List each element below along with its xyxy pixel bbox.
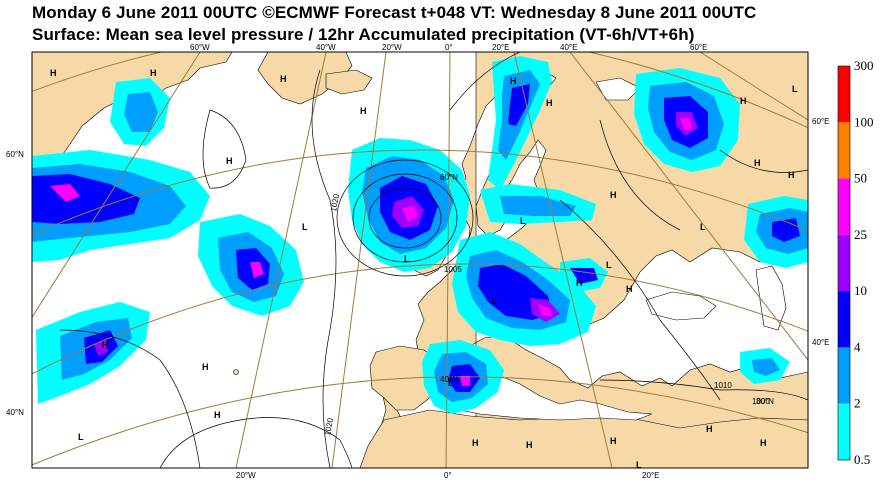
lat-label: 60°E bbox=[812, 117, 829, 126]
meridian-0 bbox=[445, 52, 451, 468]
right-latitude-labels: 60°E 40°E bbox=[812, 117, 829, 347]
lat-circle-40n bbox=[32, 263, 808, 375]
center-mark: H bbox=[102, 340, 109, 350]
title-line-2: Surface: Mean sea level pressure / 12hr … bbox=[32, 25, 695, 44]
center-mark: H bbox=[740, 96, 747, 106]
isobar-labels: 1020 1020 1005 1010 1000 bbox=[323, 193, 770, 437]
meridian-20w bbox=[331, 52, 387, 468]
lon-label: 60°W bbox=[190, 43, 210, 52]
center-mark: L bbox=[520, 216, 526, 226]
center-mark: L bbox=[636, 460, 642, 470]
graticule bbox=[32, 52, 808, 468]
lat-circle-60n bbox=[32, 52, 808, 129]
isobar-label: 1020 bbox=[323, 417, 335, 437]
center-mark: H bbox=[526, 440, 533, 450]
center-mark: H bbox=[472, 438, 479, 448]
legend-label: 2 bbox=[854, 396, 861, 411]
bottom-longitude-labels: 20°W 0° 20°E bbox=[236, 471, 659, 480]
center-mark: H bbox=[610, 436, 617, 446]
land-greenland bbox=[257, 52, 353, 105]
legend-swatch bbox=[838, 122, 850, 179]
lon-label: 40°E bbox=[560, 43, 577, 52]
center-mark: L bbox=[448, 378, 454, 388]
lat-label: 40°E bbox=[812, 338, 829, 347]
legend-swatch bbox=[838, 234, 850, 292]
center-mark: L bbox=[302, 222, 308, 232]
legend-label: 100 bbox=[854, 114, 874, 129]
center-mark: L bbox=[78, 432, 84, 442]
legend-label: 10 bbox=[854, 283, 867, 298]
legend-label: 50 bbox=[854, 171, 867, 186]
center-mark: L bbox=[792, 84, 798, 94]
lon-label: 40°W bbox=[316, 43, 336, 52]
lon-label: 60°E bbox=[690, 43, 707, 52]
legend-swatch bbox=[838, 291, 850, 348]
land-africa bbox=[359, 409, 808, 468]
center-mark: H bbox=[576, 278, 583, 288]
legend-label: 300 bbox=[854, 58, 874, 73]
legend-label: 0.5 bbox=[854, 452, 870, 467]
left-latitude-labels: 60°N 40°N bbox=[6, 150, 24, 417]
legend-label: 25 bbox=[854, 227, 867, 242]
title-line-1: Monday 6 June 2011 00UTC ©ECMWF Forecast… bbox=[32, 3, 757, 22]
legend-label: 4 bbox=[854, 339, 861, 354]
lon-label: 20°E bbox=[642, 471, 659, 480]
center-mark: H bbox=[150, 68, 157, 78]
center-mark: H bbox=[280, 74, 287, 84]
center-mark: L bbox=[700, 222, 706, 232]
lon-label: 20°W bbox=[382, 43, 402, 52]
center-mark: H bbox=[360, 106, 367, 116]
meridian-20e bbox=[513, 52, 613, 468]
center-mark: H bbox=[214, 410, 221, 420]
isobar-label: 1000 bbox=[752, 397, 770, 406]
center-mark: H bbox=[610, 190, 617, 200]
center-mark: L bbox=[492, 296, 498, 306]
legend-swatch bbox=[838, 178, 850, 235]
legend-border bbox=[837, 65, 851, 461]
center-mark: L bbox=[404, 254, 410, 264]
inner-label-40n: 40°N bbox=[440, 375, 458, 384]
center-mark: H bbox=[510, 76, 517, 86]
meridian-40w bbox=[235, 52, 327, 468]
legend-swatch bbox=[838, 66, 850, 123]
center-mark: H bbox=[226, 156, 233, 166]
lon-label: 20°E bbox=[492, 43, 509, 52]
center-mark: H bbox=[50, 68, 57, 78]
land-iceland bbox=[325, 69, 373, 95]
pressure-centers: H H H H H H H H H H H H H H H H H H H H … bbox=[50, 68, 798, 470]
lon-label: 0° bbox=[444, 471, 452, 480]
lat-label: 60°N bbox=[6, 150, 24, 159]
center-mark: H bbox=[754, 158, 761, 168]
top-longitude-labels: 60°W 40°W 20°W 0° 20°E 40°E 60°E bbox=[190, 43, 707, 52]
isobar-label: 1010 bbox=[714, 381, 732, 390]
legend-swatch bbox=[838, 403, 850, 460]
center-mark: H bbox=[626, 284, 633, 294]
isobar-label: 1005 bbox=[444, 265, 462, 274]
lat-circle-50n bbox=[32, 149, 808, 236]
center-mark: H bbox=[706, 424, 713, 434]
inner-label-30n: 30°N bbox=[756, 397, 774, 406]
map-border bbox=[31, 51, 809, 469]
sea-caspian bbox=[755, 265, 787, 331]
meridian-40e bbox=[569, 52, 808, 361]
center-mark: H bbox=[788, 170, 795, 180]
lat-circle-30n bbox=[32, 376, 808, 466]
center-mark: H bbox=[546, 98, 553, 108]
lon-label: 0° bbox=[445, 43, 453, 52]
meridian-60e bbox=[699, 52, 808, 121]
center-mark: L bbox=[606, 260, 612, 270]
center-mark: H bbox=[202, 362, 209, 372]
lon-label: 20°W bbox=[236, 471, 256, 480]
sea-black bbox=[645, 291, 717, 321]
inner-label-60n: 60°N bbox=[440, 173, 458, 182]
precip-legend: 300 100 50 25 10 4 2 0.5 bbox=[837, 58, 874, 467]
isobar-label: 1020 bbox=[329, 193, 341, 213]
lat-label: 40°N bbox=[6, 408, 24, 417]
isobars bbox=[59, 52, 808, 468]
meridian-60w bbox=[32, 52, 201, 319]
center-mark: H bbox=[760, 438, 767, 448]
legend-swatch bbox=[838, 347, 850, 404]
inner-lat-labels: 60°N 40°N 30°N bbox=[440, 173, 774, 406]
